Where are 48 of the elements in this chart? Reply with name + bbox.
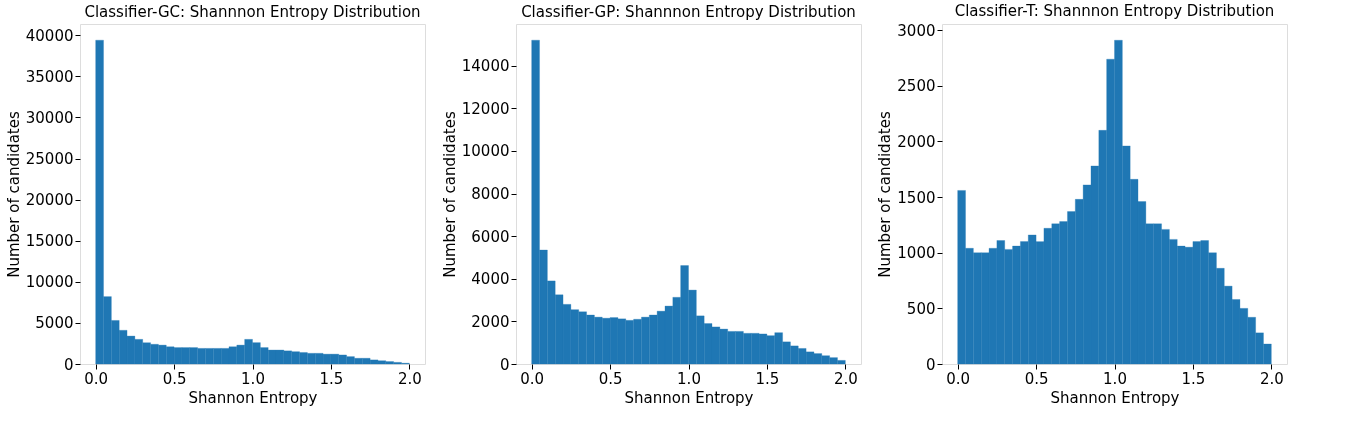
y-tick-label: 30000: [25, 108, 74, 127]
y-tick-label: 500: [906, 299, 936, 318]
y-tick-label: 10000: [25, 273, 74, 292]
y-tick-label: 5000: [35, 314, 74, 333]
y-tick-label: 25000: [25, 150, 74, 169]
x-tick-label: 1.0: [241, 369, 265, 388]
x-tick-label: 2.0: [833, 369, 858, 388]
chart-title: Classifier-GC: Shannnon Entropy Distribution: [84, 3, 421, 21]
x-tick-label: 1.0: [1103, 369, 1127, 388]
y-tick-label: 0: [925, 355, 936, 374]
x-tick-label: 0.5: [598, 369, 623, 388]
y-tick-label: 0: [499, 355, 510, 374]
x-tick-label: 0.0: [946, 369, 971, 388]
y-axis-title: Number of candidates: [440, 111, 459, 278]
y-axis-title: Number of candidates: [876, 111, 895, 278]
y-tick-label: 4000: [471, 270, 510, 289]
y-axis-title: Number of candidates: [4, 111, 23, 278]
x-tick-label: 1.0: [677, 369, 701, 388]
y-tick-label: 35000: [25, 67, 74, 86]
x-tick-label: 1.5: [755, 369, 780, 388]
chart-title: Classifier-GP: Shannnon Entropy Distribution: [521, 3, 856, 21]
x-tick-label: 0.0: [520, 369, 545, 388]
y-tick-label: 2000: [897, 132, 936, 151]
y-tick-label: 20000: [25, 191, 74, 210]
y-tick-label: 2000: [471, 312, 510, 331]
y-tick-label: 12000: [461, 99, 510, 118]
x-axis-title: Shannon Entropy: [624, 388, 754, 407]
x-tick-label: 1.5: [1181, 369, 1206, 388]
y-tick-label: 1500: [897, 188, 936, 207]
y-tick-label: 15000: [25, 232, 74, 251]
x-axis-title: Shannon Entropy: [188, 388, 318, 407]
x-axis-title: Shannon Entropy: [1050, 388, 1180, 407]
x-tick-label: 0.5: [1024, 369, 1049, 388]
chart-title: Classifier-T: Shannnon Entropy Distribution: [954, 2, 1275, 21]
y-tick-label: 0: [63, 355, 74, 374]
x-tick-label: 2.0: [397, 369, 422, 388]
y-tick-label: 3000: [897, 21, 936, 40]
x-tick-label: 0.0: [84, 369, 109, 388]
y-tick-label: 2500: [897, 77, 936, 96]
y-tick-label: 14000: [461, 57, 510, 76]
x-tick-label: 0.5: [162, 369, 187, 388]
x-tick-label: 2.0: [1259, 369, 1284, 388]
y-tick-label: 8000: [471, 185, 510, 204]
y-tick-label: 40000: [25, 26, 74, 45]
y-tick-label: 6000: [471, 227, 510, 246]
y-tick-label: 1000: [897, 244, 936, 263]
x-tick-label: 1.5: [319, 369, 344, 388]
y-tick-label: 10000: [461, 142, 510, 161]
